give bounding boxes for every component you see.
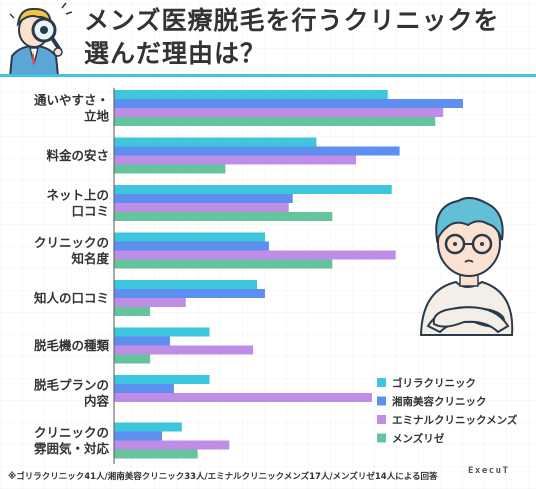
bar-2-1 <box>114 194 293 203</box>
legend-label-2: エミナルクリニックメンズ <box>392 414 518 427</box>
brand-logo: ExecuT <box>468 466 510 476</box>
bar-5-2 <box>114 345 254 355</box>
legend-swatch-0 <box>377 378 386 387</box>
page-title-line2: 選んだ理由は？ <box>84 39 267 68</box>
bar-7-0 <box>114 422 182 432</box>
category-label-7-0: クリニックの <box>34 425 109 440</box>
bar-1-0 <box>114 137 317 147</box>
bar-5-3 <box>114 354 151 364</box>
legend-label-1: 湘南美容クリニック <box>392 395 487 408</box>
bar-2-0 <box>114 185 392 194</box>
bar-3-1 <box>114 241 269 251</box>
bar-3-0 <box>114 232 265 242</box>
bar-2-3 <box>114 212 333 221</box>
category-label-6-1: 内容 <box>84 394 110 409</box>
legend-label-3: メンズリゼ <box>392 432 445 445</box>
bar-5-1 <box>114 336 170 346</box>
bar-3-2 <box>114 250 396 260</box>
bar-0-2 <box>114 108 444 117</box>
bar-6-0 <box>114 375 210 384</box>
category-label-3-0: クリニックの <box>34 235 109 250</box>
bar-4-3 <box>114 307 151 316</box>
legend-label-0: ゴリラクリニック <box>392 377 476 390</box>
category-label-0-1: 立地 <box>84 109 110 124</box>
bar-6-2 <box>114 393 372 402</box>
bar-7-2 <box>114 440 230 450</box>
legend-swatch-1 <box>377 396 386 406</box>
category-label-0-0: 通いやすさ・ <box>34 93 109 108</box>
page-title-line1: メンズ医療脱毛を行うクリニックを <box>84 6 500 35</box>
bar-4-2 <box>114 298 186 307</box>
category-label-3-1: 知名度 <box>70 251 109 266</box>
bar-5-0 <box>114 327 210 337</box>
bar-4-0 <box>114 280 258 289</box>
category-label-6-0: 脱毛プランの <box>34 378 109 393</box>
category-label-2-0: ネット上の <box>46 188 109 203</box>
bar-0-1 <box>114 99 463 108</box>
legend-swatch-2 <box>377 415 386 424</box>
bar-6-1 <box>114 384 174 393</box>
header: メンズ医療脱毛を行うクリニックを 選んだ理由は？ <box>0 0 536 76</box>
bar-7-1 <box>114 431 163 441</box>
category-label-5-0: 脱毛機の種類 <box>34 338 110 353</box>
footnote: ※ゴリラクリニック41人/湘南美容クリニック33人/エミナルクリニックメンズ17… <box>8 472 438 482</box>
bar-2-2 <box>114 203 289 212</box>
title-underline <box>0 74 536 77</box>
bar-1-3 <box>114 164 226 174</box>
bar-7-3 <box>114 449 198 459</box>
category-label-1-0: 料金の安さ <box>46 148 109 163</box>
bar-1-2 <box>114 155 357 165</box>
bar-0-3 <box>114 117 436 126</box>
category-label-7-1: 雰囲気・対応 <box>34 441 110 456</box>
category-label-2-1: 口コミ <box>71 204 109 219</box>
legend-swatch-3 <box>377 433 386 443</box>
bar-3-3 <box>114 259 333 269</box>
bar-0-0 <box>114 90 388 99</box>
bar-1-1 <box>114 146 400 156</box>
man-with-magnifier-icon <box>8 2 73 76</box>
bar-4-1 <box>114 289 265 298</box>
category-label-4-0: 知人の口コミ <box>33 291 109 306</box>
